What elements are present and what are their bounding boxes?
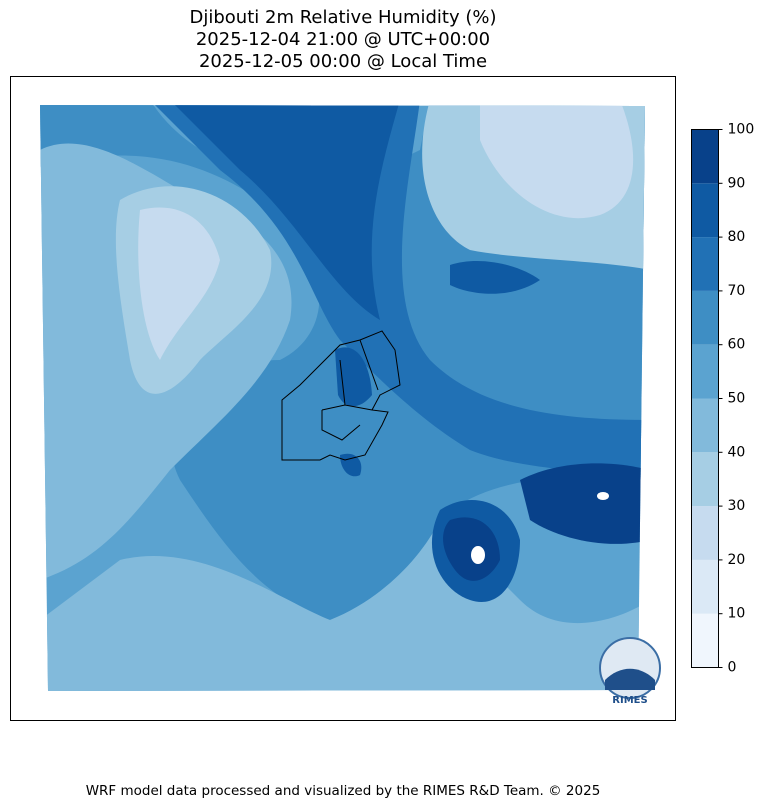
title-line: Djibouti 2m Relative Humidity (%)	[190, 7, 497, 28]
colorbar-segment	[691, 559, 719, 614]
colorbar-segment	[691, 344, 719, 399]
colorbar-segment	[691, 613, 719, 668]
colorbar-segment	[691, 183, 719, 238]
map-field	[40, 105, 645, 691]
tick-label: 0	[728, 660, 737, 676]
tick-label: 10	[728, 606, 746, 622]
tick-label: 80	[728, 229, 746, 245]
logo-text: RIMES	[612, 695, 647, 706]
tick-label: 20	[728, 552, 746, 568]
tick-label: 100	[728, 122, 755, 138]
tick-label: 60	[728, 337, 746, 353]
colorbar: 0 10 20 30 40 50 60 70 80 90 100	[691, 122, 755, 676]
title-line: 2025-12-04 21:00 @ UTC+00:00	[196, 29, 490, 50]
colorbar-frame	[691, 129, 719, 668]
colorbar-segment	[691, 506, 719, 560]
title-line: 2025-12-05 00:00 @ Local Time	[199, 51, 487, 72]
colorbar-segment	[691, 452, 719, 507]
footer: WRF model data processed and visualized …	[86, 783, 601, 799]
colorbar-segment	[691, 237, 719, 291]
tick-label: 90	[728, 175, 746, 191]
logo: RIMES	[599, 637, 661, 706]
tick-label: 30	[728, 498, 746, 514]
tick-label: 40	[728, 444, 746, 460]
colorbar-segment	[691, 398, 719, 453]
colorbar-segment	[691, 129, 719, 184]
tick-label: 70	[728, 283, 746, 299]
colorbar-segment	[691, 290, 719, 345]
tick-label: 50	[728, 391, 746, 407]
